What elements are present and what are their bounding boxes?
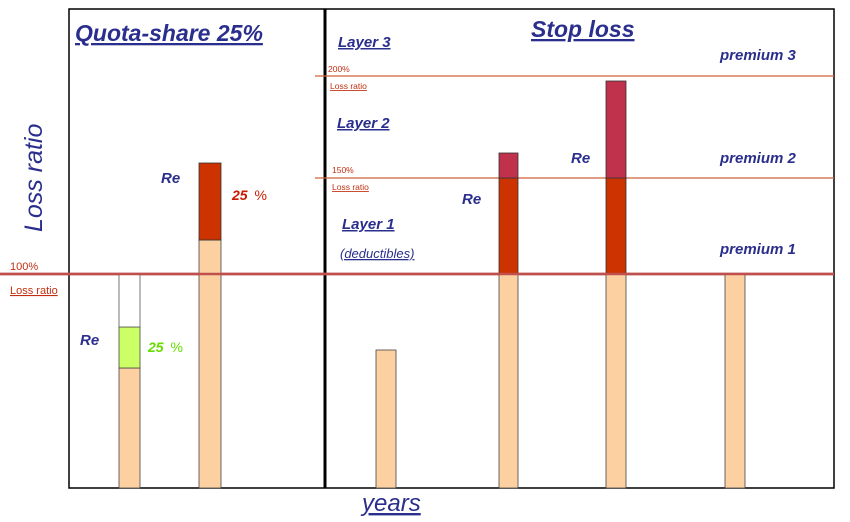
stop-loss-title: Stop loss [531, 16, 635, 42]
sl-bar1-retained [375, 349, 397, 489]
re-label-qs-2: Re [161, 170, 180, 187]
qs-percent-red-value: 25 [231, 187, 248, 203]
layer3-label: Layer 3 [338, 34, 391, 51]
qs-percent-green: 25 % [147, 339, 183, 355]
layer1-label: Layer 1 [342, 216, 395, 233]
qs-percent-red-sign: % [254, 187, 266, 203]
qs-bar1-retained [118, 367, 141, 489]
threshold-200-label: Loss ratio [330, 81, 367, 91]
qs-bar1-empty [118, 273, 141, 328]
re-label-sl-1: Re [462, 191, 481, 208]
sl-bar3-retained [605, 273, 627, 489]
threshold-200-value: 200% [328, 64, 350, 74]
sl-bar3-layer2 [605, 177, 627, 275]
premium1-label: premium 1 [719, 241, 796, 258]
qs-bar1-reinsured [118, 326, 141, 369]
threshold-100-value: 100% [10, 261, 38, 273]
layer1-note: (deductibles) [340, 246, 414, 261]
qs-percent-green-value: 25 [147, 339, 164, 355]
threshold-150-value: 150% [332, 165, 354, 175]
quota-share-title: Quota-share 25% [75, 20, 263, 46]
sl-bar2-layer3 [498, 152, 519, 179]
qs-bar2-reinsured [198, 162, 222, 241]
plot-frame [68, 8, 835, 489]
threshold-100-label: Loss ratio [10, 285, 58, 297]
x-axis-label: years [360, 490, 421, 517]
threshold-150-label: Loss ratio [332, 182, 369, 192]
re-label-sl-2: Re [571, 150, 590, 167]
qs-bar2-retained [198, 239, 222, 489]
sl-bar4-retained [724, 273, 746, 489]
sl-bar2-retained [498, 273, 519, 489]
y-axis-label: Loss ratio [20, 124, 48, 232]
premium2-label: premium 2 [719, 150, 797, 167]
premium3-label: premium 3 [719, 47, 797, 64]
layer2-label: Layer 2 [337, 115, 390, 132]
sl-bar3-layer3 [605, 80, 627, 179]
sl-bar2-layer2 [498, 177, 519, 275]
re-label-qs-1: Re [80, 332, 99, 349]
qs-percent-green-sign: % [170, 339, 182, 355]
qs-percent-red: 25 % [231, 187, 267, 203]
